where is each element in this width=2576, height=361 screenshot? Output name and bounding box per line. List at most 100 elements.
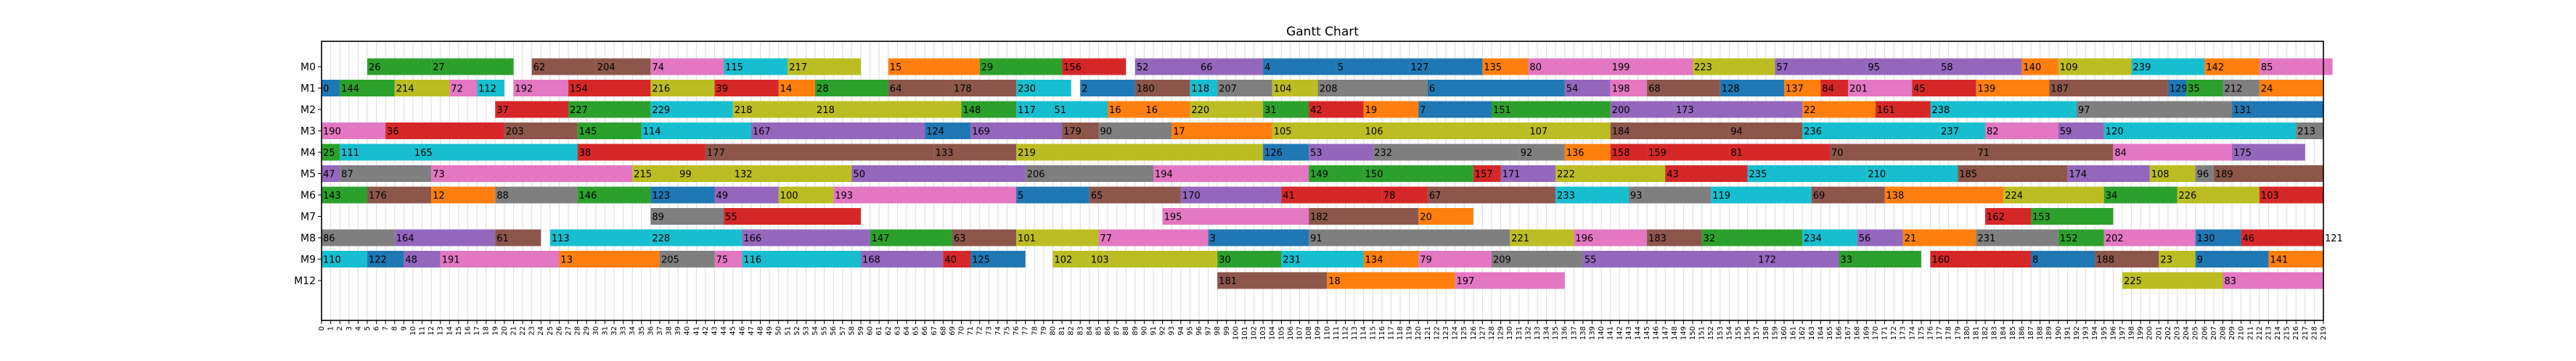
task-label: 68 (1648, 84, 1661, 95)
task-label: 22 (1804, 105, 1816, 116)
task-bar (1829, 144, 1976, 161)
task-bar (2021, 58, 2058, 75)
task-label: 46 (2243, 233, 2255, 244)
task-bar (1555, 165, 1666, 182)
task-label: 150 (1365, 170, 1383, 180)
task-bar (2259, 186, 2323, 204)
task-bar (495, 229, 541, 246)
x-tick-label: 72 (976, 326, 984, 336)
task-label: 149 (1310, 170, 1328, 180)
task-bar (1363, 123, 1529, 139)
task-bar (568, 80, 651, 96)
x-tick-label: 74 (994, 326, 1002, 336)
x-tick-label: 51 (784, 326, 792, 336)
task-label: 3 (1210, 233, 1216, 244)
task-label: 56 (1859, 233, 1871, 244)
x-tick-label: 60 (867, 326, 875, 336)
task-label: 88 (496, 191, 509, 202)
task-label: 26 (369, 62, 381, 73)
task-bar (322, 165, 340, 182)
x-tick-label: 173 (1900, 326, 1908, 340)
task-label: 143 (323, 191, 341, 202)
task-bar (2103, 229, 2196, 246)
task-label: 217 (789, 62, 807, 73)
x-tick-label: 100 (1232, 326, 1240, 340)
task-label: 110 (323, 255, 341, 266)
x-tick-label: 34 (629, 326, 637, 336)
task-label: 125 (972, 255, 990, 266)
task-label: 175 (2233, 148, 2252, 159)
task-bar (1564, 144, 1611, 161)
task-label: 105 (1274, 127, 1292, 138)
task-bar (833, 186, 1017, 204)
x-tick-label: 169 (1863, 326, 1870, 340)
task-label: 235 (1749, 170, 1767, 180)
task-bar (1958, 165, 2068, 182)
task-bar (1427, 186, 1556, 204)
x-tick-label: 182 (1982, 326, 1990, 340)
task-label: 231 (1977, 233, 1995, 244)
task-label: 233 (1557, 191, 1575, 202)
task-label: 23 (2160, 255, 2172, 266)
x-tick-label: 180 (1963, 326, 1971, 340)
task-label: 173 (1676, 105, 1694, 116)
task-label: 227 (570, 105, 588, 116)
task-bar (724, 58, 788, 75)
task-label: 82 (1987, 127, 1999, 138)
task-bar (2259, 58, 2333, 75)
x-tick-label: 93 (1168, 326, 1176, 336)
task-label: 112 (478, 84, 496, 95)
task-bar (1153, 165, 1309, 182)
task-label: 25 (323, 148, 335, 159)
task-label: 37 (496, 105, 509, 116)
task-label: 31 (1264, 105, 1277, 116)
x-tick-label: 200 (2146, 326, 2154, 340)
x-tick-label: 121 (1424, 326, 1432, 340)
x-tick-label: 185 (2009, 326, 2017, 340)
x-tick-label: 199 (2137, 326, 2145, 340)
x-tick-label: 202 (2164, 326, 2172, 340)
task-label: 118 (1191, 84, 1209, 95)
task-label: 141 (2270, 255, 2288, 266)
task-label: 234 (1804, 233, 1822, 244)
task-label: 91 (1310, 233, 1322, 244)
x-tick-label: 172 (1890, 326, 1898, 340)
task-label: 148 (963, 105, 981, 116)
task-label: 146 (579, 191, 597, 202)
task-bar (431, 58, 514, 75)
task-label: 116 (743, 255, 761, 266)
x-tick-label: 201 (2155, 326, 2163, 340)
task-bar (1016, 186, 1089, 204)
task-bar (1729, 123, 1803, 139)
task-label: 169 (972, 127, 990, 138)
task-bar (1052, 251, 1089, 267)
task-label: 50 (853, 170, 865, 180)
x-tick-label: 57 (839, 326, 847, 336)
task-bar (1272, 123, 1364, 139)
task-bar (678, 165, 733, 182)
task-label: 93 (1630, 191, 1643, 202)
task-label: 107 (1529, 127, 1547, 138)
task-label: 232 (1374, 148, 1392, 159)
task-bar (1217, 272, 1328, 289)
x-tick-label: 149 (1680, 326, 1688, 340)
task-bar (742, 229, 870, 246)
task-bar (1418, 251, 1492, 267)
x-tick-label: 141 (1607, 326, 1615, 340)
x-tick-label: 131 (1516, 326, 1524, 340)
task-label: 109 (2060, 62, 2078, 73)
task-label: 231 (1283, 255, 1301, 266)
task-label: 19 (1365, 105, 1378, 116)
task-label: 177 (707, 148, 725, 159)
task-bar (385, 123, 504, 139)
task-label: 206 (1027, 170, 1045, 180)
task-label: 187 (2050, 84, 2069, 95)
task-label: 63 (954, 233, 966, 244)
task-bar (1455, 272, 1565, 289)
task-bar (650, 58, 724, 75)
task-label: 193 (835, 191, 853, 202)
x-tick-label: 104 (1269, 326, 1277, 340)
x-tick-label: 177 (1936, 326, 1944, 340)
task-label: 111 (341, 148, 359, 159)
task-bar (1976, 80, 2050, 96)
